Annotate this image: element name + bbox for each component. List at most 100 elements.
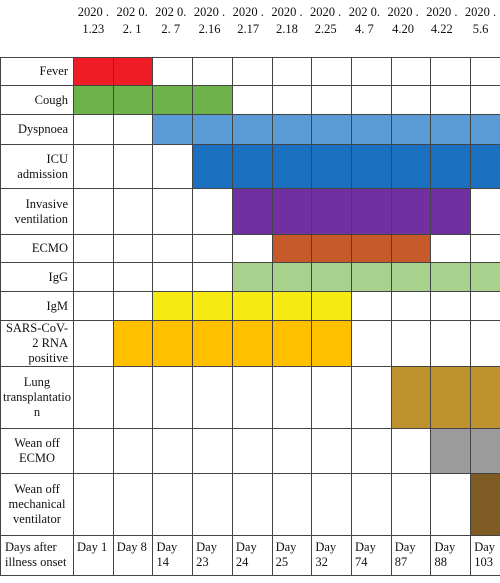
timeline-cell bbox=[112, 428, 154, 474]
timeline-cell bbox=[192, 234, 233, 263]
event-row: Fever bbox=[0, 57, 500, 86]
timeline-cell bbox=[152, 428, 194, 474]
timeline-cell bbox=[351, 85, 392, 115]
timeline-cell bbox=[470, 114, 500, 145]
timeline-cell bbox=[470, 188, 500, 235]
day-cell: Day 23 bbox=[192, 535, 233, 576]
timeline-cell bbox=[73, 144, 114, 189]
timeline-cell bbox=[112, 291, 154, 321]
timeline-cell bbox=[351, 320, 392, 367]
event-row: IgM bbox=[0, 291, 500, 321]
day-cell: Day 32 bbox=[311, 535, 353, 576]
timeline-cell bbox=[271, 428, 313, 474]
timeline-cell bbox=[430, 188, 472, 235]
timeline-cell bbox=[311, 473, 353, 536]
timeline-cell bbox=[470, 320, 500, 367]
day-cell: Day 87 bbox=[390, 535, 432, 576]
timeline-cell bbox=[311, 188, 353, 235]
timeline-cell bbox=[470, 234, 500, 263]
timeline-cell bbox=[390, 188, 432, 235]
timeline-cell bbox=[192, 473, 233, 536]
timeline-cell bbox=[231, 291, 273, 321]
timeline-cell bbox=[271, 473, 313, 536]
timeline-cell bbox=[351, 234, 392, 263]
timeline-cell bbox=[470, 428, 500, 474]
timeline-cell bbox=[112, 114, 154, 145]
event-label: SARS-CoV-2 RNA positive bbox=[0, 320, 74, 367]
event-row: Invasive ventilation bbox=[0, 188, 500, 235]
timeline-cell bbox=[231, 234, 273, 263]
timeline-cell bbox=[73, 57, 114, 86]
timeline-cell bbox=[390, 57, 432, 86]
timeline-cell bbox=[390, 473, 432, 536]
timeline-cell bbox=[152, 114, 194, 145]
day-cell: Day 88 bbox=[430, 535, 472, 576]
timeline-cell bbox=[192, 291, 233, 321]
timeline-cell bbox=[390, 85, 432, 115]
timeline-cell bbox=[112, 473, 154, 536]
timeline-cell bbox=[73, 291, 114, 321]
timeline-cell bbox=[311, 428, 353, 474]
timeline-cell bbox=[192, 262, 233, 292]
timeline-cell bbox=[351, 57, 392, 86]
timeline-cell bbox=[112, 320, 154, 367]
event-row: Wean off mechanical ventilator bbox=[0, 473, 500, 536]
timeline-cell bbox=[152, 262, 194, 292]
date-header-11: 2020 .5.6 bbox=[464, 5, 497, 36]
timeline-cell bbox=[73, 473, 114, 536]
timeline-cell bbox=[192, 188, 233, 235]
timeline-cell bbox=[430, 366, 472, 429]
day-cell: Day 14 bbox=[152, 535, 194, 576]
timeline-cell bbox=[430, 57, 472, 86]
timeline-cell bbox=[231, 320, 273, 367]
date-header-row: 2020 .1.23 202 0.2. 1 202 0.2. 7 2020 .2.16… bbox=[74, 0, 500, 56]
timeline-table: Fever Cough Dyspnoea ICU admission Invasive … bbox=[0, 57, 500, 576]
timeline-cell bbox=[192, 57, 233, 86]
event-label: IgG bbox=[0, 262, 74, 292]
timeline-cell bbox=[73, 320, 114, 367]
timeline-cell bbox=[152, 57, 194, 86]
timeline-cell bbox=[192, 428, 233, 474]
timeline-cell bbox=[470, 473, 500, 536]
timeline-cell bbox=[430, 114, 472, 145]
day-cell: Day 8 bbox=[112, 535, 154, 576]
timeline-cell bbox=[112, 57, 154, 86]
timeline-cell bbox=[311, 291, 353, 321]
date-header-8: 202 0.4. 7 bbox=[348, 5, 381, 36]
date-header-7: 2020 .2.25 bbox=[310, 5, 342, 36]
timeline-cell bbox=[390, 114, 432, 145]
timeline-cell bbox=[152, 291, 194, 321]
timeline-cell bbox=[470, 57, 500, 86]
timeline-cell bbox=[430, 85, 472, 115]
timeline-cell bbox=[271, 188, 313, 235]
day-cell: Day 25 bbox=[271, 535, 313, 576]
timeline-cell bbox=[73, 428, 114, 474]
timeline-cell bbox=[231, 57, 273, 86]
event-row: Cough bbox=[0, 85, 500, 115]
timeline-cell bbox=[231, 366, 273, 429]
timeline-cell bbox=[430, 428, 472, 474]
date-header-2: 202 0.2. 1 bbox=[116, 5, 148, 36]
date-header-10: 2020 .4.22 bbox=[426, 5, 458, 36]
event-label: ECMO bbox=[0, 234, 74, 263]
timeline-cell bbox=[351, 144, 392, 189]
timeline-cell bbox=[231, 473, 273, 536]
timeline-cell bbox=[351, 366, 392, 429]
event-row: Wean off ECMO bbox=[0, 428, 500, 474]
timeline-cell bbox=[152, 85, 194, 115]
timeline-cell bbox=[231, 428, 273, 474]
event-label: Fever bbox=[0, 57, 74, 86]
timeline-cell bbox=[73, 188, 114, 235]
event-label: IgM bbox=[0, 291, 74, 321]
timeline-cell bbox=[112, 366, 154, 429]
timeline-cell bbox=[152, 320, 194, 367]
timeline-cell bbox=[470, 144, 500, 189]
timeline-cell bbox=[311, 85, 353, 115]
timeline-cell bbox=[311, 144, 353, 189]
date-header-4: 2020 .2.16 bbox=[193, 5, 226, 36]
timeline-cell bbox=[351, 428, 392, 474]
timeline-cell bbox=[351, 188, 392, 235]
timeline-cell bbox=[311, 262, 353, 292]
timeline-cell bbox=[73, 85, 114, 115]
day-cell: Day 24 bbox=[231, 535, 273, 576]
